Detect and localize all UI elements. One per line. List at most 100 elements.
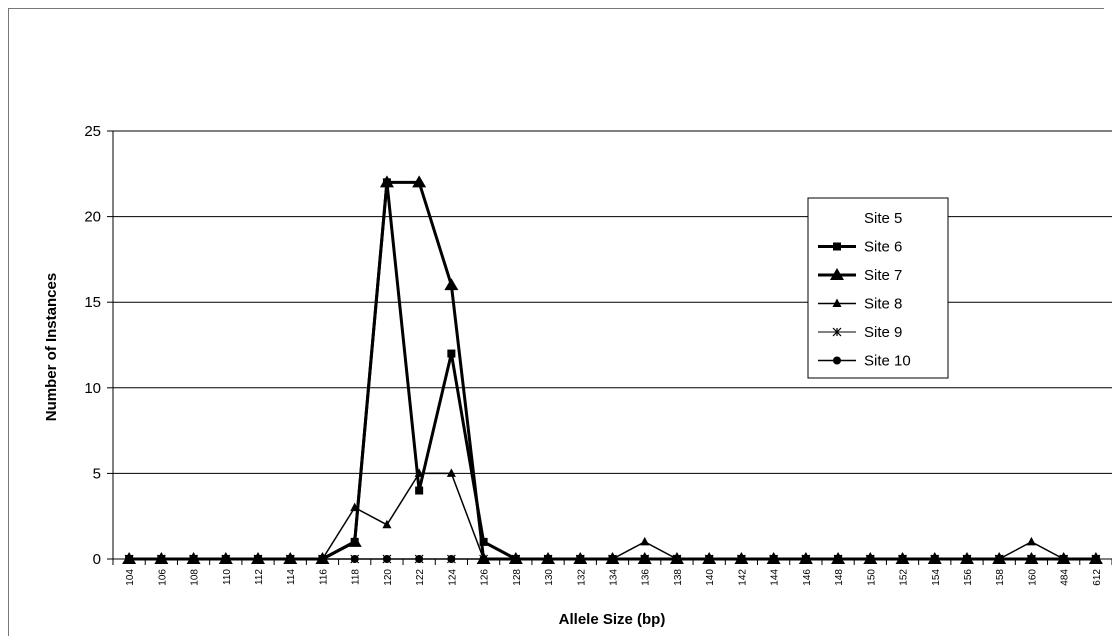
x-tick-label: 144 bbox=[770, 569, 781, 586]
data-point bbox=[444, 278, 459, 291]
data-point bbox=[801, 555, 810, 563]
data-point bbox=[1026, 536, 1036, 546]
data-point bbox=[511, 555, 520, 563]
legend-item: Site 7 bbox=[818, 267, 902, 284]
series-line bbox=[129, 180, 1096, 561]
data-point bbox=[412, 175, 427, 188]
data-point bbox=[414, 468, 424, 477]
x-tick-label: 120 bbox=[383, 569, 394, 586]
data-point bbox=[769, 555, 778, 563]
data-point bbox=[254, 555, 263, 563]
x-tick-label: 128 bbox=[512, 569, 523, 586]
x-tick-label: 148 bbox=[834, 569, 845, 586]
data-point bbox=[705, 555, 714, 563]
series-line bbox=[129, 182, 1096, 561]
data-point bbox=[347, 534, 362, 547]
x-tick-label: 118 bbox=[351, 569, 362, 585]
data-point bbox=[962, 555, 971, 563]
data-point bbox=[447, 349, 456, 358]
data-point bbox=[286, 555, 295, 563]
y-tick-label: 15 bbox=[84, 294, 101, 311]
series-site-7 bbox=[122, 175, 1103, 564]
x-tick-label: 154 bbox=[931, 569, 942, 586]
data-point bbox=[866, 555, 875, 563]
axes bbox=[112, 131, 1112, 560]
x-tick-label: 156 bbox=[963, 569, 974, 586]
data-point bbox=[415, 486, 424, 495]
x-tick-label: 136 bbox=[641, 569, 652, 586]
legend-label: Site 9 bbox=[864, 324, 902, 341]
data-point bbox=[447, 555, 456, 563]
x-tick-label: 122 bbox=[415, 569, 426, 586]
data-point bbox=[318, 555, 327, 563]
data-point bbox=[479, 537, 488, 546]
data-point bbox=[1059, 555, 1068, 563]
x-tick-label: 158 bbox=[995, 569, 1006, 586]
data-point bbox=[834, 555, 843, 563]
data-point bbox=[350, 555, 359, 563]
x-axis-title: Allele Size (bp) bbox=[559, 611, 666, 628]
data-point bbox=[1091, 555, 1100, 563]
x-tick-label: 484 bbox=[1060, 569, 1071, 586]
y-tick-label: 0 bbox=[93, 551, 101, 568]
x-tick-label: 108 bbox=[190, 569, 201, 586]
data-point bbox=[995, 555, 1004, 563]
legend-label: Site 6 bbox=[864, 239, 902, 256]
x-tick-label: 150 bbox=[866, 569, 877, 586]
legend-marker bbox=[832, 298, 842, 307]
x-tick-label: 104 bbox=[125, 569, 136, 586]
legend: Site 5 Site 6 Site 7 Site 8 Site 9 Site 10 bbox=[807, 197, 949, 379]
legend-marker bbox=[832, 327, 842, 337]
data-point bbox=[221, 555, 230, 563]
x-tick-label: 140 bbox=[705, 569, 716, 586]
data-point bbox=[1027, 555, 1036, 563]
chart-frame bbox=[8, 8, 1104, 636]
y-axis-ticks: 0 5 10 15 20 25 bbox=[84, 123, 113, 568]
x-tick-label: 132 bbox=[576, 569, 587, 586]
grid-lines bbox=[113, 130, 1112, 474]
x-tick-label: 138 bbox=[673, 569, 684, 586]
legend-item: Site 5 bbox=[864, 210, 902, 227]
y-tick-label: 20 bbox=[84, 209, 101, 226]
data-point bbox=[576, 555, 585, 563]
data-point bbox=[379, 175, 394, 188]
legend-marker bbox=[833, 356, 841, 365]
data-point bbox=[898, 555, 907, 563]
data-point bbox=[157, 555, 166, 563]
data-point bbox=[737, 555, 746, 563]
x-tick-label: 110 bbox=[222, 569, 233, 585]
x-axis-ticks: 104 106 108 110 112 114 116 118 120 122 124 126 128 1… bbox=[112, 559, 1112, 586]
data-point bbox=[930, 555, 939, 563]
series-site-8 bbox=[124, 468, 1101, 563]
legend-item: Site 8 bbox=[818, 296, 902, 313]
data-point bbox=[189, 555, 198, 563]
series-site-10 bbox=[125, 555, 1100, 563]
legend-item: Site 9 bbox=[818, 324, 902, 341]
data-point bbox=[382, 555, 391, 563]
legend-label: Site 8 bbox=[864, 296, 902, 313]
data-point bbox=[382, 519, 392, 529]
x-tick-label: 116 bbox=[318, 569, 329, 585]
y-tick-label: 5 bbox=[93, 465, 101, 482]
x-tick-label: 114 bbox=[286, 569, 297, 585]
data-point bbox=[544, 555, 553, 563]
series-layer bbox=[122, 175, 1103, 564]
series-site-6 bbox=[125, 178, 1100, 563]
data-point bbox=[350, 502, 360, 512]
data-point bbox=[479, 555, 488, 563]
data-point bbox=[446, 468, 456, 477]
x-tick-label: 142 bbox=[737, 569, 748, 586]
data-point bbox=[415, 555, 424, 563]
data-point bbox=[672, 555, 681, 563]
legend-marker bbox=[833, 242, 841, 251]
data-point bbox=[608, 555, 617, 563]
y-tick-label: 25 bbox=[84, 123, 101, 140]
legend-label: Site 10 bbox=[864, 353, 911, 370]
legend-box bbox=[807, 197, 949, 379]
x-tick-label: 152 bbox=[899, 569, 910, 586]
x-tick-label: 112 bbox=[254, 569, 265, 585]
legend-label: Site 5 bbox=[864, 210, 902, 227]
data-point bbox=[640, 536, 650, 546]
x-tick-label: 106 bbox=[157, 569, 168, 586]
